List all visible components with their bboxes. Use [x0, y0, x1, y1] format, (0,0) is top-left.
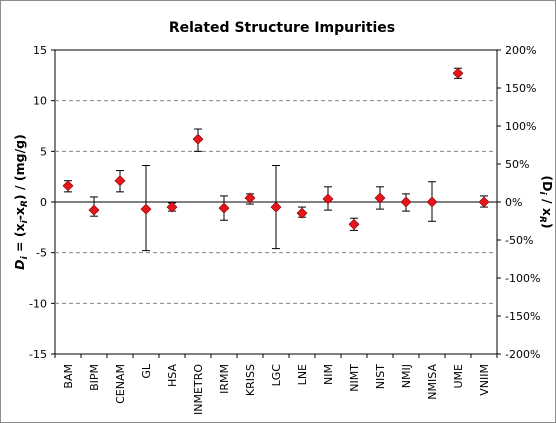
data-point-nist: [374, 192, 386, 204]
y2-tick-label: 200%: [505, 44, 536, 57]
y2-tick-label: 150%: [505, 82, 536, 95]
y-tick-label: 0: [40, 196, 47, 209]
x-tick-label: BAM: [62, 364, 75, 389]
y-axis-label-left: Di = (xi-xR) / (mg/g): [12, 134, 30, 270]
data-point-bipm: [88, 204, 100, 216]
y2-tick-label: -50%: [505, 234, 533, 247]
x-axis-ticks: BAM BIPM CENAM GL HSA INMETRO IRMM KRISS LGC LNE N…: [54, 354, 498, 415]
x-tick-label: GL: [140, 363, 153, 379]
y-axis-label-right: (Di / xR): [537, 175, 555, 228]
x-tick-label: NMIJ: [400, 364, 413, 388]
y-tick-label: 10: [33, 95, 47, 108]
y2-tick-label: 0%: [505, 196, 522, 209]
chart-title: Related Structure Impurities: [169, 20, 395, 36]
data-point-lgc: [270, 201, 282, 213]
data-point-inmetro: [192, 133, 204, 145]
x-tick-label: VNIIM: [478, 364, 491, 396]
data-point-nmisa: [426, 196, 438, 208]
x-tick-label: LNE: [296, 364, 309, 385]
y-tick-label: -15: [29, 348, 47, 361]
data-point-irmm: [218, 202, 230, 214]
x-tick-label: BIPM: [88, 364, 101, 391]
x-tick-label: UME: [452, 364, 465, 389]
x-tick-label: NIM: [322, 364, 335, 385]
data-point-nim: [322, 193, 334, 205]
data-point-bam: [62, 180, 74, 192]
y2-tick-label: -100%: [505, 272, 540, 285]
data-point-gl: [140, 203, 152, 215]
data-point-vniim: [478, 196, 490, 208]
y-tick-label: 5: [40, 145, 47, 158]
x-tick-label: LGC: [270, 364, 283, 387]
y2-tick-label: -200%: [505, 348, 540, 361]
x-tick-label: CENAM: [114, 364, 127, 404]
data-point-hsa: [166, 201, 178, 213]
x-tick-label: KRISS: [244, 364, 257, 396]
y2-tick-label: 50%: [505, 158, 529, 171]
data-point-nimt: [348, 218, 360, 230]
y2-axis-ticks: -200% -150% -100% -50% 0% 50% 100% 150% 200%: [497, 44, 540, 361]
x-tick-label: HSA: [166, 364, 179, 387]
y-axis-ticks: -15 -10 -5 0 5 10 15: [29, 44, 55, 361]
data-point-cenam: [114, 175, 126, 187]
y2-tick-label: -150%: [505, 310, 540, 323]
data-point-nmij: [400, 196, 412, 208]
y-tick-label: 15: [33, 44, 47, 57]
y-tick-label: -10: [29, 297, 47, 310]
x-tick-label: INMETRO: [192, 364, 205, 415]
data-points: [62, 67, 490, 230]
y-tick-label: -5: [36, 247, 47, 260]
x-tick-label: NIMT: [348, 364, 361, 392]
x-tick-label: NMISA: [426, 364, 439, 400]
data-point-kriss: [244, 192, 256, 204]
y2-tick-label: 100%: [505, 120, 536, 133]
x-tick-label: NIST: [374, 364, 387, 389]
data-point-lne: [296, 207, 308, 219]
gridlines: [55, 100, 497, 304]
x-tick-label: IRMM: [218, 364, 231, 394]
data-point-ume: [452, 67, 464, 79]
